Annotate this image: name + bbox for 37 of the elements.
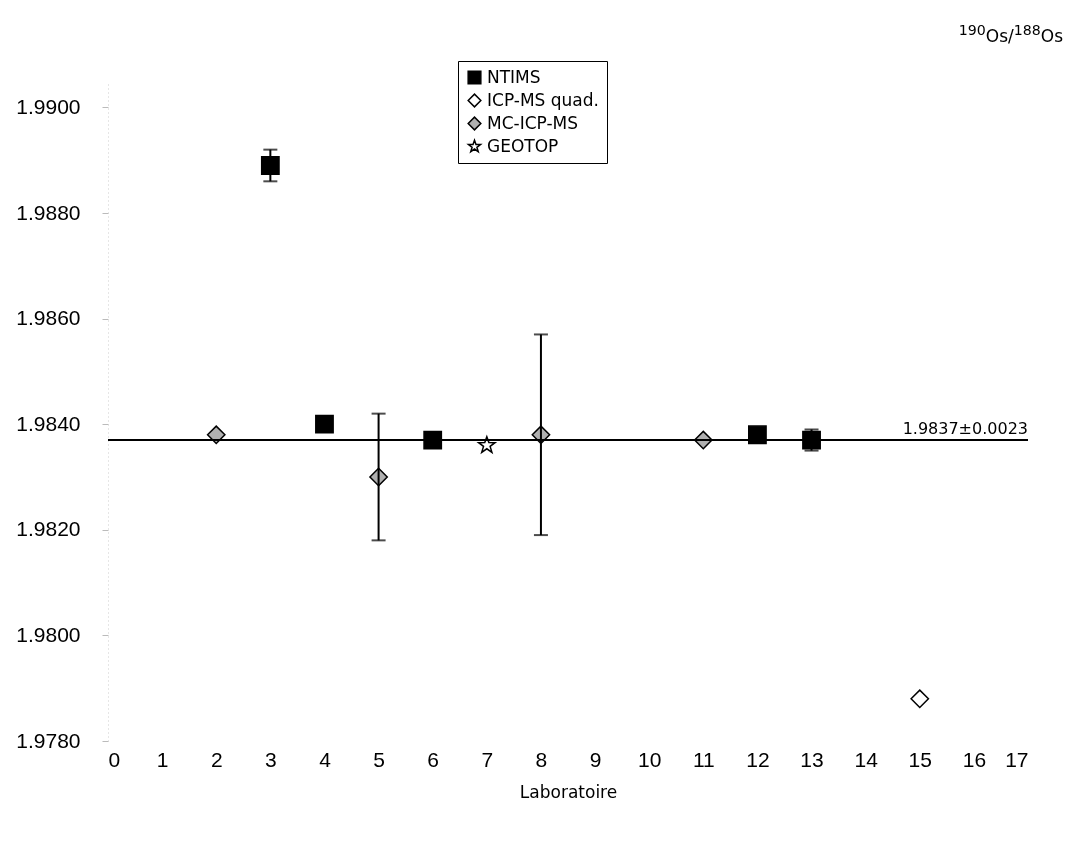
x-tick-label: 8 <box>535 747 548 771</box>
x-tick-label: 10 <box>638 747 662 771</box>
x-tick-label: 4 <box>319 747 332 771</box>
y-tick-label: 1.9900 <box>16 94 81 118</box>
x-tick-label: 1 <box>156 747 169 771</box>
x-tick-label: 9 <box>589 747 602 771</box>
text: $^{190}$Os/$^{188}$Os <box>958 22 1063 46</box>
x-tick-label: 6 <box>427 747 440 771</box>
x-tick-label: 3 <box>265 747 277 771</box>
y-tick-label: 1.9800 <box>16 622 81 646</box>
x-tick-label: 14 <box>854 747 879 771</box>
y-tick-label: 1.9860 <box>16 306 81 330</box>
ref-line-label: 1.9837±0.0023 <box>902 419 1028 439</box>
point <box>910 689 930 709</box>
x-tick-label: 11 <box>692 747 715 771</box>
point <box>315 414 334 434</box>
legend-label: NTIMS <box>487 66 541 87</box>
y-tick-label: 1.9820 <box>16 517 81 541</box>
x-tick-label: 5 <box>373 747 385 771</box>
y-tick-label: 1.9780 <box>16 728 81 752</box>
y-tick-label: 1.9840 <box>16 411 81 435</box>
x-axis-title: Laboratoire <box>519 781 618 802</box>
point <box>260 156 280 175</box>
x-tick-label: 13 <box>800 747 824 771</box>
x-tick-label: 2 <box>210 747 223 771</box>
x-tick-label: 16 <box>962 747 987 771</box>
point <box>748 425 767 445</box>
x-tick-label: 15 <box>908 747 932 771</box>
legend-label: ICP-MS quad. <box>487 89 599 110</box>
x-tick-label: 7 <box>481 747 494 771</box>
x-tick-label: 0 <box>108 747 121 771</box>
x-tick-label: 17 <box>1005 747 1029 771</box>
x-tick-label: 12 <box>746 747 770 771</box>
y-tick-label: 1.9880 <box>16 200 81 224</box>
legend-label: MC-ICP-MS <box>487 112 579 133</box>
point <box>477 435 496 454</box>
legend-label: GEOTOP <box>487 135 559 156</box>
